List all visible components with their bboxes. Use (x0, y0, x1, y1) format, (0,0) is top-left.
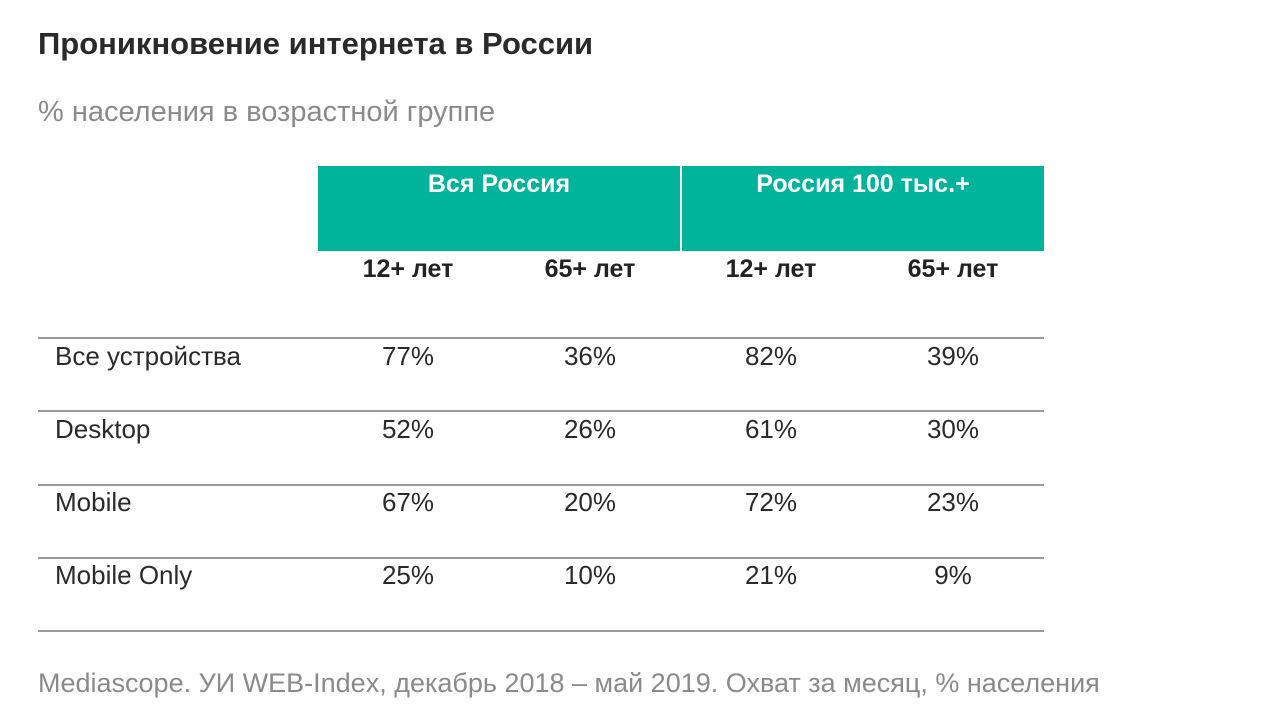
row-divider (38, 557, 1044, 559)
chart-subtitle: % населения в возрастной группе (38, 96, 496, 128)
table-cell: 52% (381, 414, 435, 444)
table-cell: 23% (926, 487, 980, 517)
table-cell: 36% (563, 341, 617, 371)
group-header-2: Россия 100 тыс.+ (682, 166, 1044, 251)
column-header: 12+ лет (362, 255, 454, 283)
column-header: 65+ лет (544, 255, 636, 283)
row-label: Все устройства (55, 341, 241, 371)
column-header: 12+ лет (725, 255, 817, 283)
row-divider (38, 337, 1044, 339)
source-note: Mediascope. УИ WEB-Index, декабрь 2018 –… (38, 668, 1100, 698)
group-header-1: Вся Россия (318, 166, 680, 251)
table-cell: 72% (744, 487, 798, 517)
table-cell: 26% (563, 414, 617, 444)
table-cell: 21% (744, 560, 798, 590)
chart-title: Проникновение интернета в России (38, 26, 594, 61)
row-divider (38, 630, 1044, 632)
table-cell: 25% (381, 560, 435, 590)
table-cell: 67% (381, 487, 435, 517)
table-cell: 20% (563, 487, 617, 517)
table-cell: 30% (926, 414, 980, 444)
table-cell: 82% (744, 341, 798, 371)
table-cell: 10% (563, 560, 617, 590)
table-cell: 9% (934, 560, 972, 590)
table-cell: 77% (381, 341, 435, 371)
table-cell: 61% (744, 414, 798, 444)
row-divider (38, 410, 1044, 412)
row-label: Mobile (55, 487, 132, 517)
column-header: 65+ лет (907, 255, 999, 283)
row-divider (38, 484, 1044, 486)
row-label: Mobile Only (55, 560, 193, 590)
row-label: Desktop (55, 414, 151, 444)
table-cell: 39% (926, 341, 980, 371)
